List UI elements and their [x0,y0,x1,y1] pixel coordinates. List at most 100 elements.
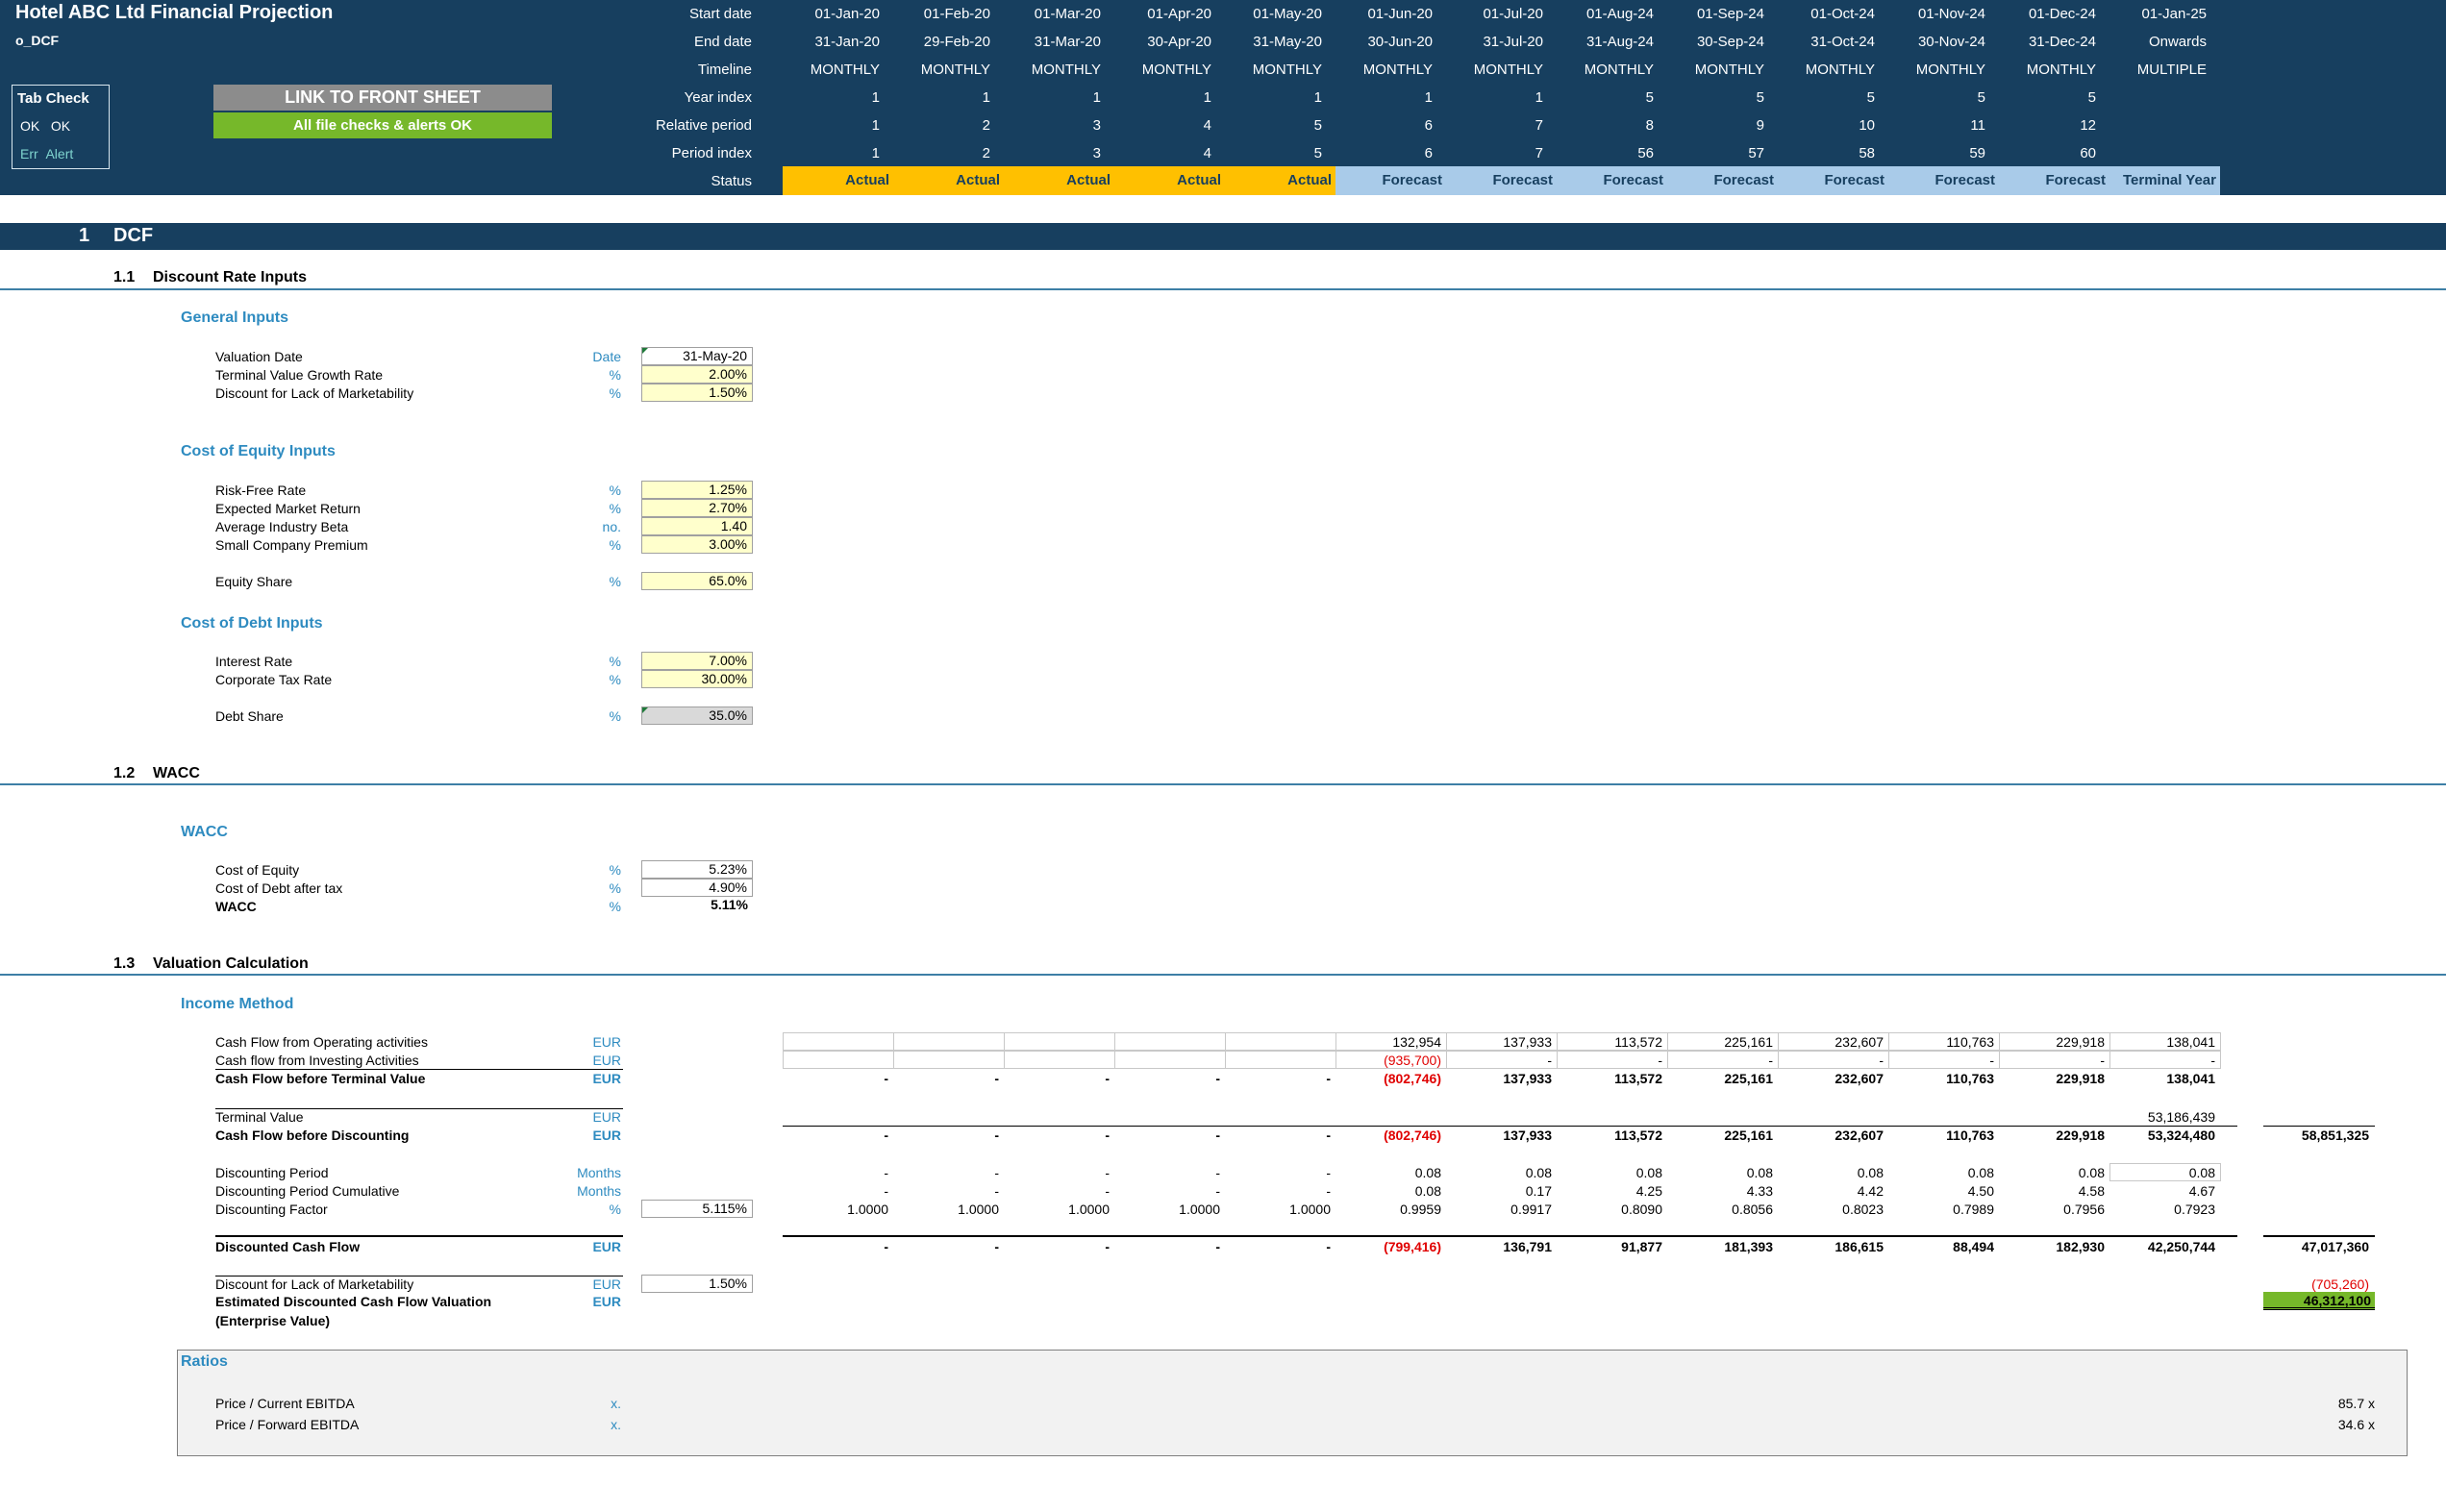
cfbtv-row-label: Cash Flow before Terminal Value [215,1071,426,1086]
cfi-cell-10: - [1879,1053,1884,1068]
equity-share-input[interactable]: 65.0% [641,572,753,590]
dpc-cell-2: - [994,1183,999,1199]
header-timeline-col-9: MONTHLY [1694,62,1764,78]
dpc-cell-5: - [1326,1183,1331,1199]
cfbd-cell-3: - [1105,1128,1110,1143]
tv-rule [783,1126,2237,1127]
df-cell-4: 1.0000 [1179,1202,1220,1217]
header-end-col-13: Onwards [2148,34,2207,50]
header-year-col-3: 1 [1092,89,1101,106]
ratio-2-value: 34.6 x [2337,1417,2375,1432]
market-return-unit: % [609,501,621,516]
risk-free-rate-input[interactable]: 1.25% [641,481,753,499]
subsection-1-1-number: 1.1 [113,269,136,285]
dp-cell-6: 0.08 [1414,1165,1441,1180]
debt-share-unit: % [609,708,621,724]
terminal-growth-input[interactable]: 2.00% [641,365,753,384]
status-cell-7: Forecast [1446,166,1557,195]
header-start-col-7: 01-Jul-20 [1483,6,1543,22]
dcf-cell-13: 42,250,744 [2147,1239,2215,1254]
header-year-col-2: 1 [982,89,990,106]
wacc-input: 5.11% [641,897,753,915]
header-rel-col-11: 11 [1970,117,1985,134]
debt-share-label: Debt Share [215,708,284,724]
section-title: DCF [113,225,154,246]
tab-check-alert: Alert [45,146,74,161]
tab-check-ok-2: OK [50,118,71,134]
valuation-date-input[interactable]: 31-May-20 [641,347,753,365]
header-start-col-3: 01-Mar-20 [1034,6,1101,22]
small-company-premium-input[interactable]: 3.00% [641,535,753,554]
header-start-col-6: 01-Jun-20 [1367,6,1433,22]
industry-beta-input[interactable]: 1.40 [641,517,753,535]
header-timeline-col-12: MONTHLY [2026,62,2096,78]
dp-cell-4: - [1215,1165,1220,1180]
subsection-1-2-title: WACC [153,765,200,781]
header-idx-col-10: 58 [1859,145,1875,161]
terminal-growth-unit: % [609,367,621,383]
cost-of-equity-input[interactable]: 5.23% [641,860,753,879]
header-start-col-10: 01-Oct-24 [1810,6,1875,22]
header-end-col-1: 31-Jan-20 [814,34,880,50]
page-title: Hotel ABC Ltd Financial Projection [15,2,334,23]
section-dcf-bar: 1 DCF [0,223,2446,250]
row-label-relative-period: Relative period [655,117,752,134]
tv-total-rule [2263,1126,2375,1127]
status-cell-2: Actual [893,166,1004,195]
dp-cell-10: 0.08 [1857,1165,1884,1180]
dpc-cell-13: 4.67 [2188,1183,2215,1199]
header-timeline-col-3: MONTHLY [1031,62,1101,78]
header-end-col-7: 31-Jul-20 [1483,34,1543,50]
header-start-col-2: 01-Feb-20 [923,6,990,22]
header-year-col-9: 5 [1756,89,1764,106]
header-start-col-8: 01-Aug-24 [1585,6,1654,22]
header-idx-col-4: 4 [1203,145,1211,161]
dcf-total-rule [2263,1235,2375,1237]
cfi-row-label: Cash flow from Investing Activities [215,1053,419,1068]
cfi-row-unit: EUR [592,1053,621,1068]
cfbtv-cell-5: - [1326,1071,1331,1086]
dlom-rate-input[interactable]: 1.50% [641,384,753,402]
ratios-title: Ratios [181,1353,228,1370]
dp-terminal-box [2109,1163,2221,1181]
dcf-cell-9: 181,393 [1724,1239,1773,1254]
dlom-row-label: Discount for Lack of Marketability [215,1277,414,1292]
dp-cell-7: 0.08 [1525,1165,1552,1180]
subsection-1-3-rule [0,974,2446,976]
header-year-col-6: 1 [1424,89,1433,106]
df-rate-input[interactable]: 5.115% [641,1200,753,1218]
header-band: Hotel ABC Ltd Financial Projection o_DCF… [0,0,2446,195]
wacc-unit: % [609,899,621,914]
tab-check-legend-row: Err Alert [20,146,73,161]
dp-cell-5: - [1326,1165,1331,1180]
debt-share-input[interactable]: 35.0% [641,706,753,725]
cfbtv-cell-11: 110,763 [1946,1071,1994,1086]
wacc-label: WACC [215,899,257,914]
status-cell-1: Actual [783,166,893,195]
cfi-cell-11: - [1989,1053,1994,1068]
cost-of-debt-after-tax-input[interactable]: 4.90% [641,879,753,897]
header-end-col-3: 31-Mar-20 [1034,34,1101,50]
edcf-row-label: Estimated Discounted Cash Flow Valuation [215,1294,492,1309]
df-cell-6: 0.9959 [1400,1202,1441,1217]
grid-cell-r2-c2 [893,1051,1005,1069]
df-cell-13: 0.7923 [2174,1202,2215,1217]
tab-check-title: Tab Check [17,90,89,107]
grid-cell-r1-c3 [1004,1032,1115,1051]
interest-rate-input[interactable]: 7.00% [641,652,753,670]
status-cell-6: Forecast [1335,166,1446,195]
cost-of-debt-after-tax-label: Cost of Debt after tax [215,880,343,896]
edcf-label-2: (Enterprise Value) [215,1313,331,1328]
cfbd-cell-4: - [1215,1128,1220,1143]
dcf-total: 47,017,360 [2301,1239,2369,1254]
market-return-input[interactable]: 2.70% [641,499,753,517]
header-start-col-12: 01-Dec-24 [2028,6,2096,22]
dlom-input[interactable]: 1.50% [641,1275,753,1293]
cfbtv-row-unit: EUR [592,1071,621,1086]
status-cell-4: Actual [1114,166,1225,195]
link-to-front-sheet-button[interactable]: LINK TO FRONT SHEET [213,85,552,111]
header-rel-col-5: 5 [1313,117,1322,134]
df-row-unit: % [609,1202,621,1217]
row-label-period-index: Period index [671,145,752,161]
corporate-tax-rate-input[interactable]: 30.00% [641,670,753,688]
